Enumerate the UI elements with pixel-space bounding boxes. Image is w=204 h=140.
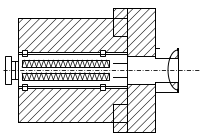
Bar	[127, 56, 155, 84]
Bar	[22, 73, 109, 80]
Bar	[11, 61, 15, 79]
Bar	[18, 18, 127, 52]
Bar	[22, 50, 27, 56]
Bar	[155, 58, 178, 82]
Bar	[5, 56, 11, 84]
Bar	[18, 88, 127, 122]
Bar	[113, 63, 127, 77]
Bar	[155, 48, 178, 92]
Bar	[100, 84, 105, 90]
Bar	[160, 48, 178, 58]
Bar	[113, 8, 127, 36]
Bar	[127, 8, 155, 132]
Polygon shape	[168, 48, 178, 92]
Bar	[22, 84, 27, 90]
Bar	[113, 104, 127, 132]
Bar	[100, 50, 105, 56]
Bar	[18, 54, 127, 86]
Bar	[22, 60, 109, 67]
Bar	[160, 82, 178, 92]
